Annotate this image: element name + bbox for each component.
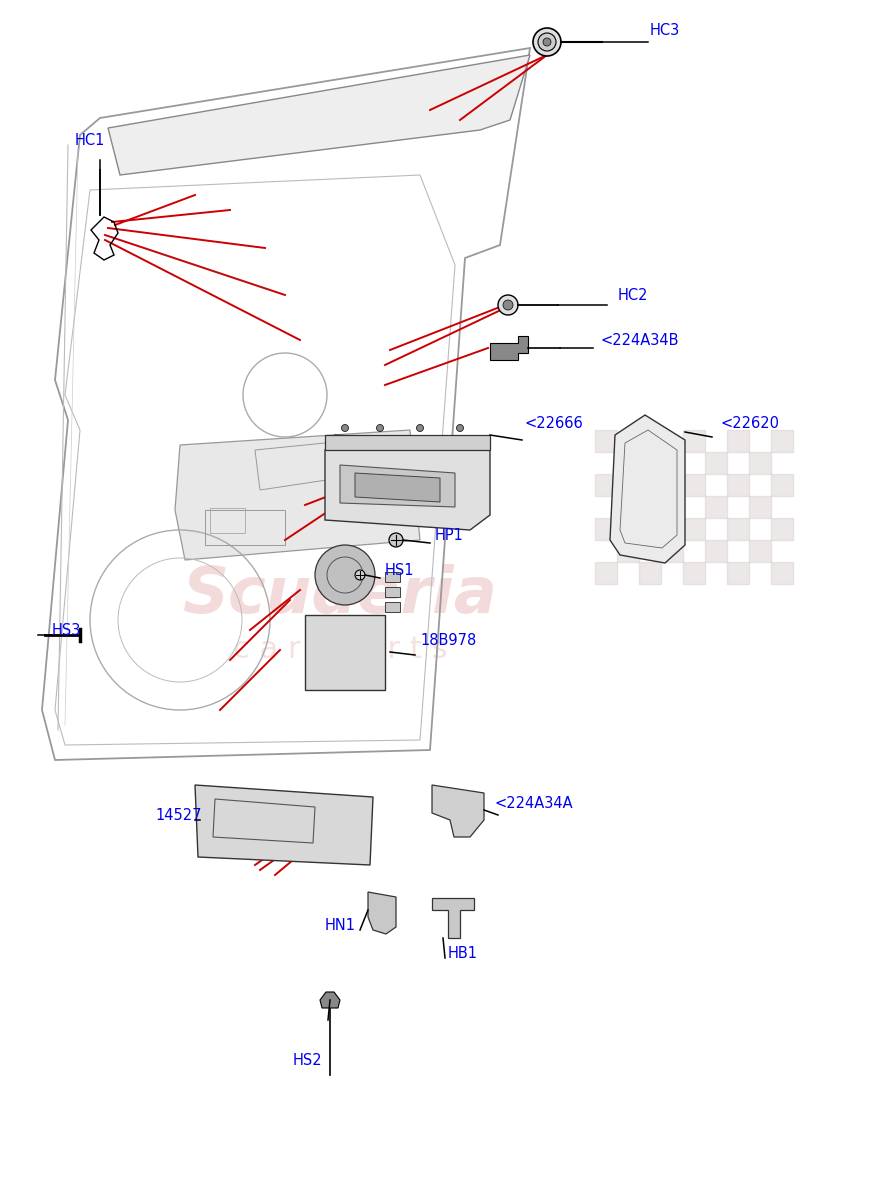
Bar (771, 562, 793, 584)
Bar (639, 562, 661, 584)
Bar (617, 496, 639, 518)
Text: c a r   p a r t s: c a r p a r t s (233, 636, 447, 665)
Text: HC2: HC2 (618, 288, 648, 302)
Circle shape (342, 425, 349, 432)
Text: HN1: HN1 (325, 918, 356, 934)
Circle shape (389, 533, 403, 547)
Text: <22620: <22620 (720, 416, 779, 431)
Polygon shape (320, 992, 340, 1008)
Circle shape (315, 545, 375, 605)
Bar (749, 452, 771, 474)
Bar (595, 474, 617, 496)
Bar (661, 540, 683, 562)
Polygon shape (355, 473, 440, 502)
Circle shape (376, 425, 384, 432)
Bar (325, 434, 490, 450)
Bar (595, 430, 617, 452)
Bar (727, 430, 749, 452)
Circle shape (503, 300, 513, 310)
Text: HS1: HS1 (385, 563, 415, 578)
Bar (705, 452, 727, 474)
Polygon shape (175, 430, 420, 560)
Bar (705, 496, 727, 518)
Bar (771, 430, 793, 452)
Bar (305, 614, 385, 690)
Polygon shape (368, 892, 396, 934)
Bar (385, 602, 400, 612)
Bar (595, 562, 617, 584)
Bar (749, 496, 771, 518)
Text: <224A34A: <224A34A (495, 796, 574, 811)
Polygon shape (340, 464, 455, 506)
Bar (727, 562, 749, 584)
Bar (210, 508, 245, 533)
Bar (661, 452, 683, 474)
Bar (205, 510, 285, 545)
Circle shape (355, 570, 365, 580)
Bar (639, 474, 661, 496)
Bar (661, 496, 683, 518)
Polygon shape (108, 55, 530, 175)
Polygon shape (432, 785, 484, 838)
Text: <22666: <22666 (525, 416, 583, 431)
Bar (771, 474, 793, 496)
Bar (705, 540, 727, 562)
Polygon shape (325, 434, 490, 530)
Circle shape (417, 425, 424, 432)
Text: HC1: HC1 (75, 133, 105, 148)
Text: HP1: HP1 (435, 528, 464, 542)
Text: <224A34B: <224A34B (600, 332, 679, 348)
Text: Scuderia: Scuderia (183, 564, 498, 626)
Bar (639, 430, 661, 452)
Bar (683, 518, 705, 540)
Circle shape (543, 38, 551, 46)
Bar (683, 474, 705, 496)
Bar (683, 562, 705, 584)
Text: 18B978: 18B978 (420, 634, 476, 648)
Text: HS2: HS2 (293, 1054, 323, 1068)
Bar (727, 474, 749, 496)
Polygon shape (432, 898, 474, 938)
Bar (683, 430, 705, 452)
Text: HB1: HB1 (448, 946, 478, 961)
Text: HS3: HS3 (52, 623, 81, 638)
Bar (617, 452, 639, 474)
Bar (385, 572, 400, 582)
Bar (595, 518, 617, 540)
Bar (639, 518, 661, 540)
Bar (385, 587, 400, 596)
Polygon shape (610, 415, 685, 563)
Polygon shape (195, 785, 373, 865)
Bar (727, 518, 749, 540)
Circle shape (533, 28, 561, 56)
Bar (617, 540, 639, 562)
Circle shape (538, 32, 556, 50)
Text: HC3: HC3 (650, 23, 681, 38)
Bar (749, 540, 771, 562)
Circle shape (457, 425, 464, 432)
Polygon shape (490, 336, 528, 360)
Text: 14527: 14527 (155, 808, 202, 823)
Circle shape (498, 295, 518, 314)
Bar (771, 518, 793, 540)
